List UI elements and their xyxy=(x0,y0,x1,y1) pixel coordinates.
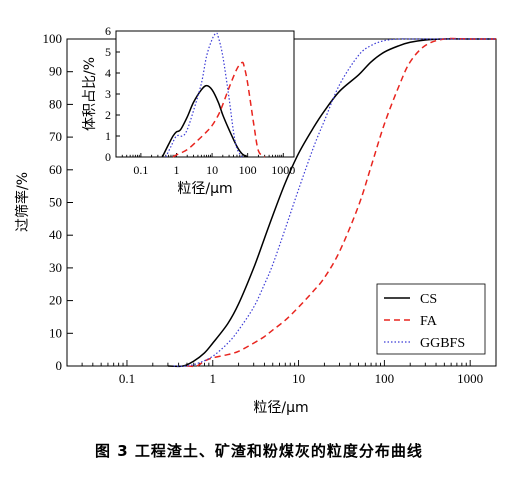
main-y-tick-label: 50 xyxy=(49,195,62,210)
inset-series-cs xyxy=(161,84,249,158)
main-y-tick-label: 40 xyxy=(49,227,62,242)
inset-y-tick-label: 0 xyxy=(105,150,111,164)
main-series-fa xyxy=(186,37,496,368)
inset-ticks: 0 1 2 3 4 5 6 0.1 1 10 100 1000 xyxy=(105,24,295,177)
main-series-ggbfs xyxy=(173,38,496,367)
main-y-axis-label: 过筛率/% xyxy=(14,172,31,232)
inset-x-tick-label: 10 xyxy=(206,163,218,177)
main-y-tick-label: 70 xyxy=(49,129,62,144)
inset-y-tick-label: 4 xyxy=(105,66,111,80)
main-y-tick-label: 10 xyxy=(49,325,62,340)
inset-x-tick-label: 0.1 xyxy=(133,163,148,177)
inset-plot-bg xyxy=(116,31,294,157)
legend-label-cs: CS xyxy=(420,292,437,307)
inset-x-tick-label: 100 xyxy=(239,163,257,177)
main-series-cs xyxy=(167,38,496,368)
main-y-tick-label: 20 xyxy=(49,293,62,308)
main-y-tick-label: 0 xyxy=(56,358,63,373)
main-x-axis-label: 粒径/μm xyxy=(253,400,308,416)
inset-x-axis-label: 粒径/μm xyxy=(177,181,232,197)
main-y-tick-label: 60 xyxy=(49,162,62,177)
main-y-tick-label: 30 xyxy=(49,260,62,275)
inset-x-tick-label: 1000 xyxy=(271,163,295,177)
main-x-tick-label: 10 xyxy=(292,371,305,386)
inset-series-fa xyxy=(172,61,266,158)
main-x-tick-label: 0.1 xyxy=(119,371,135,386)
inset-y-tick-label: 2 xyxy=(105,108,111,122)
inset-series-group xyxy=(161,32,266,158)
main-y-tick-label: 80 xyxy=(49,96,62,111)
inset-x-tick-label: 1 xyxy=(173,163,179,177)
inset-y-axis-label: 体积占比/% xyxy=(82,57,98,131)
inset-y-tick-label: 6 xyxy=(105,24,111,38)
legend: CS FA GGBFS xyxy=(376,283,486,355)
inset-y-tick-label: 5 xyxy=(105,45,111,59)
inset-y-tick-label: 1 xyxy=(105,129,111,143)
main-x-tick-label: 1000 xyxy=(457,371,483,386)
main-x-tick-label: 1 xyxy=(210,371,217,386)
main-x-tick-label: 100 xyxy=(375,371,395,386)
main-series-group xyxy=(167,37,496,368)
main-y-tick-label: 100 xyxy=(43,31,63,46)
legend-label-ggbfs: GGBFS xyxy=(420,336,465,351)
figure-caption: 图 3 工程渣土、矿渣和粉煤灰的粒度分布曲线 xyxy=(95,442,423,460)
legend-label-fa: FA xyxy=(420,314,438,329)
inset-y-tick-label: 3 xyxy=(105,87,111,101)
main-y-tick-label: 90 xyxy=(49,64,62,79)
inset-series-ggbfs xyxy=(165,32,243,158)
